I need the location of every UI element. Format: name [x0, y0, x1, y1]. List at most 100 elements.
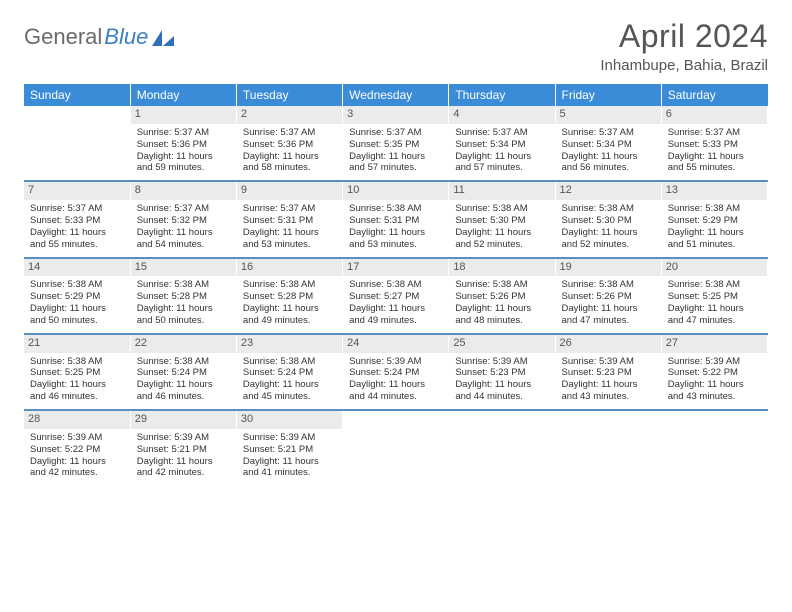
daylight2-text: and 43 minutes.: [668, 391, 761, 403]
daylight1-text: Daylight: 11 hours: [668, 151, 761, 163]
day-cell: 8Sunrise: 5:37 AMSunset: 5:32 PMDaylight…: [130, 181, 236, 257]
daylight1-text: Daylight: 11 hours: [668, 303, 761, 315]
sunrise-text: Sunrise: 5:38 AM: [668, 279, 761, 291]
day-cell: 17Sunrise: 5:38 AMSunset: 5:27 PMDayligh…: [343, 258, 449, 334]
daylight2-text: and 50 minutes.: [30, 315, 124, 327]
day-cell: 4Sunrise: 5:37 AMSunset: 5:34 PMDaylight…: [449, 106, 555, 181]
day-number: [662, 411, 767, 415]
daylight2-text: and 42 minutes.: [30, 467, 124, 479]
sunrise-text: Sunrise: 5:37 AM: [243, 127, 336, 139]
day-cell: 27Sunrise: 5:39 AMSunset: 5:22 PMDayligh…: [661, 334, 767, 410]
sail-icon: [152, 26, 174, 42]
day-number: 30: [237, 411, 342, 429]
day-number: 29: [131, 411, 236, 429]
weekday-header: Thursday: [449, 84, 555, 106]
sunrise-text: Sunrise: 5:38 AM: [349, 279, 442, 291]
day-cell: 15Sunrise: 5:38 AMSunset: 5:28 PMDayligh…: [130, 258, 236, 334]
weekday-header: Tuesday: [236, 84, 342, 106]
daylight1-text: Daylight: 11 hours: [137, 227, 230, 239]
day-number: 13: [662, 182, 767, 200]
sunset-text: Sunset: 5:28 PM: [137, 291, 230, 303]
day-cell: 14Sunrise: 5:38 AMSunset: 5:29 PMDayligh…: [24, 258, 130, 334]
daylight1-text: Daylight: 11 hours: [562, 303, 655, 315]
day-cell: 24Sunrise: 5:39 AMSunset: 5:24 PMDayligh…: [343, 334, 449, 410]
sunrise-text: Sunrise: 5:39 AM: [30, 432, 124, 444]
daylight1-text: Daylight: 11 hours: [455, 151, 548, 163]
daylight1-text: Daylight: 11 hours: [455, 379, 548, 391]
sunset-text: Sunset: 5:30 PM: [455, 215, 548, 227]
weekday-header: Monday: [130, 84, 236, 106]
sunset-text: Sunset: 5:26 PM: [562, 291, 655, 303]
day-number: 9: [237, 182, 342, 200]
sunrise-text: Sunrise: 5:37 AM: [562, 127, 655, 139]
day-cell: 5Sunrise: 5:37 AMSunset: 5:34 PMDaylight…: [555, 106, 661, 181]
day-number: 4: [449, 106, 554, 124]
week-row: 28Sunrise: 5:39 AMSunset: 5:22 PMDayligh…: [24, 410, 768, 485]
day-cell: 16Sunrise: 5:38 AMSunset: 5:28 PMDayligh…: [236, 258, 342, 334]
day-number: 21: [24, 335, 130, 353]
day-number: 6: [662, 106, 767, 124]
sunrise-text: Sunrise: 5:38 AM: [455, 279, 548, 291]
sunrise-text: Sunrise: 5:38 AM: [243, 279, 336, 291]
sunset-text: Sunset: 5:28 PM: [243, 291, 336, 303]
daylight2-text: and 53 minutes.: [243, 239, 336, 251]
day-number: 25: [449, 335, 554, 353]
daylight2-text: and 56 minutes.: [562, 162, 655, 174]
weekday-header: Friday: [555, 84, 661, 106]
daylight2-text: and 41 minutes.: [243, 467, 336, 479]
sunrise-text: Sunrise: 5:37 AM: [137, 203, 230, 215]
week-row: 21Sunrise: 5:38 AMSunset: 5:25 PMDayligh…: [24, 334, 768, 410]
page-header: GeneralBlue April 2024 Inhambupe, Bahia,…: [24, 18, 768, 74]
sunrise-text: Sunrise: 5:37 AM: [30, 203, 124, 215]
sunset-text: Sunset: 5:34 PM: [455, 139, 548, 151]
day-number: 11: [449, 182, 554, 200]
location-text: Inhambupe, Bahia, Brazil: [600, 57, 768, 74]
sunrise-text: Sunrise: 5:39 AM: [668, 356, 761, 368]
sunset-text: Sunset: 5:21 PM: [137, 444, 230, 456]
sunrise-text: Sunrise: 5:38 AM: [30, 356, 124, 368]
daylight1-text: Daylight: 11 hours: [562, 227, 655, 239]
daylight2-text: and 55 minutes.: [30, 239, 124, 251]
day-number: 12: [556, 182, 661, 200]
day-cell: [555, 410, 661, 485]
sunset-text: Sunset: 5:24 PM: [349, 367, 442, 379]
daylight1-text: Daylight: 11 hours: [243, 303, 336, 315]
sunset-text: Sunset: 5:35 PM: [349, 139, 442, 151]
daylight2-text: and 49 minutes.: [243, 315, 336, 327]
sunset-text: Sunset: 5:24 PM: [137, 367, 230, 379]
sunset-text: Sunset: 5:31 PM: [243, 215, 336, 227]
day-number: [556, 411, 661, 415]
calendar-table: Sunday Monday Tuesday Wednesday Thursday…: [24, 84, 768, 485]
day-cell: [449, 410, 555, 485]
daylight2-text: and 55 minutes.: [668, 162, 761, 174]
sunset-text: Sunset: 5:22 PM: [668, 367, 761, 379]
day-cell: 19Sunrise: 5:38 AMSunset: 5:26 PMDayligh…: [555, 258, 661, 334]
sunrise-text: Sunrise: 5:37 AM: [243, 203, 336, 215]
day-number: 1: [131, 106, 236, 124]
day-cell: 12Sunrise: 5:38 AMSunset: 5:30 PMDayligh…: [555, 181, 661, 257]
sunrise-text: Sunrise: 5:38 AM: [137, 279, 230, 291]
sunrise-text: Sunrise: 5:39 AM: [349, 356, 442, 368]
sunset-text: Sunset: 5:34 PM: [562, 139, 655, 151]
day-number: 27: [662, 335, 767, 353]
day-cell: 3Sunrise: 5:37 AMSunset: 5:35 PMDaylight…: [343, 106, 449, 181]
day-cell: 13Sunrise: 5:38 AMSunset: 5:29 PMDayligh…: [661, 181, 767, 257]
daylight1-text: Daylight: 11 hours: [137, 151, 230, 163]
day-cell: 6Sunrise: 5:37 AMSunset: 5:33 PMDaylight…: [661, 106, 767, 181]
day-cell: 10Sunrise: 5:38 AMSunset: 5:31 PMDayligh…: [343, 181, 449, 257]
daylight2-text: and 53 minutes.: [349, 239, 442, 251]
sunset-text: Sunset: 5:29 PM: [30, 291, 124, 303]
daylight2-text: and 47 minutes.: [668, 315, 761, 327]
day-cell: 7Sunrise: 5:37 AMSunset: 5:33 PMDaylight…: [24, 181, 130, 257]
day-cell: 25Sunrise: 5:39 AMSunset: 5:23 PMDayligh…: [449, 334, 555, 410]
day-number: 22: [131, 335, 236, 353]
day-cell: [343, 410, 449, 485]
daylight2-text: and 47 minutes.: [562, 315, 655, 327]
sunrise-text: Sunrise: 5:39 AM: [455, 356, 548, 368]
sunset-text: Sunset: 5:22 PM: [30, 444, 124, 456]
daylight1-text: Daylight: 11 hours: [30, 379, 124, 391]
brand-part2: Blue: [104, 24, 148, 50]
daylight1-text: Daylight: 11 hours: [137, 379, 230, 391]
day-number: 19: [556, 259, 661, 277]
daylight2-text: and 51 minutes.: [668, 239, 761, 251]
